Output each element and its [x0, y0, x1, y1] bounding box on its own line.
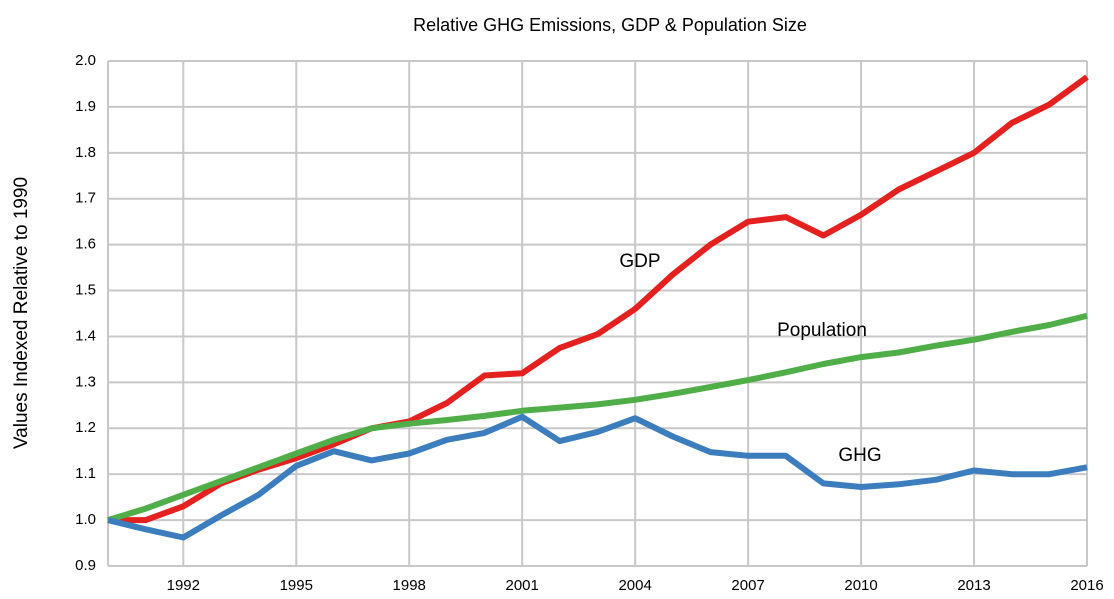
y-tick-label: 2.0 [75, 52, 96, 69]
y-tick-label: 1.7 [75, 190, 96, 207]
y-tick-label: 1.2 [75, 419, 96, 436]
y-tick-label: 1.0 [75, 511, 96, 528]
y-tick-label: 1.9 [75, 98, 96, 115]
series-label: Population [777, 320, 867, 341]
x-tick-label: 2007 [731, 577, 764, 594]
series-label: GHG [838, 445, 881, 466]
y-tick-label: 1.4 [75, 327, 96, 344]
y-tick-label: 1.5 [75, 282, 96, 299]
x-tick-label: 2001 [506, 577, 539, 594]
x-tick-label: 1998 [393, 577, 426, 594]
x-tick-label: 2004 [618, 577, 651, 594]
y-tick-label: 1.8 [75, 144, 96, 161]
y-axis-label: Values Indexed Relative to 1990 [11, 177, 32, 449]
x-tick-label: 1995 [280, 577, 313, 594]
x-tick-label: 2010 [844, 577, 877, 594]
series-line [108, 74, 1089, 524]
y-tick-label: 1.3 [75, 373, 96, 390]
y-tick-label: 1.6 [75, 236, 96, 253]
series-line [107, 312, 1088, 523]
x-tick-label: 1992 [167, 577, 200, 594]
y-tick-label: 0.9 [75, 557, 96, 574]
x-tick-label: 2013 [957, 577, 990, 594]
x-tick-label: 2016 [1070, 577, 1103, 594]
chart-title: Relative GHG Emissions, GDP & Population… [413, 15, 807, 35]
series-line [107, 413, 1088, 541]
y-tick-label: 1.1 [75, 465, 96, 482]
series-label: GDP [619, 251, 660, 272]
